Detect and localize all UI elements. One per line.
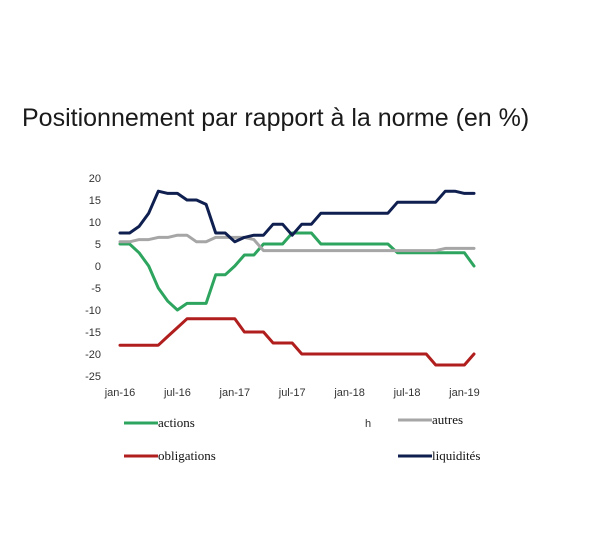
x-tick-label: jul-17 [278, 387, 306, 399]
x-tick-label: jan-17 [219, 387, 251, 399]
series-lines [118, 189, 476, 367]
legend-label-2: obligations [158, 448, 216, 463]
y-tick-label: 15 [89, 195, 101, 207]
x-tick-label: jan-19 [448, 387, 480, 399]
legend-label-0: actions [158, 415, 195, 430]
x-tick-label: jul-18 [393, 387, 421, 399]
series-line-1 [118, 233, 476, 253]
series-line-3 [118, 189, 476, 244]
y-axis-ticks: 20 15 10 5 0 -5 -10 -15 -20 -25 [85, 173, 101, 383]
y-tick-label: -20 [85, 349, 101, 361]
x-axis-ticks: jan-16 jul-16 jan-17 jul-17 jan-18 jul-18 jan-… [104, 387, 480, 399]
legend-label-1: autres [432, 412, 463, 427]
series-line-0 [118, 231, 476, 312]
y-tick-label: 10 [89, 217, 101, 229]
x-tick-label: jul-16 [163, 387, 191, 399]
series-line-2 [118, 317, 476, 367]
y-tick-label: 5 [95, 239, 101, 251]
y-tick-label: 0 [95, 261, 101, 273]
legend-mark-text: h [365, 418, 371, 430]
y-tick-label: -5 [91, 283, 101, 295]
y-tick-label: -10 [85, 305, 101, 317]
y-tick-label: -25 [85, 371, 101, 383]
legend: actions autres obligations liquidités h [124, 412, 480, 463]
y-tick-label: -15 [85, 327, 101, 339]
chart-title: Positionnement par rapport à la norme (e… [22, 104, 530, 132]
y-tick-label: 20 [89, 173, 101, 185]
legend-label-3: liquidités [432, 448, 480, 463]
x-tick-label: jan-16 [104, 387, 136, 399]
x-tick-label: jan-18 [333, 387, 365, 399]
